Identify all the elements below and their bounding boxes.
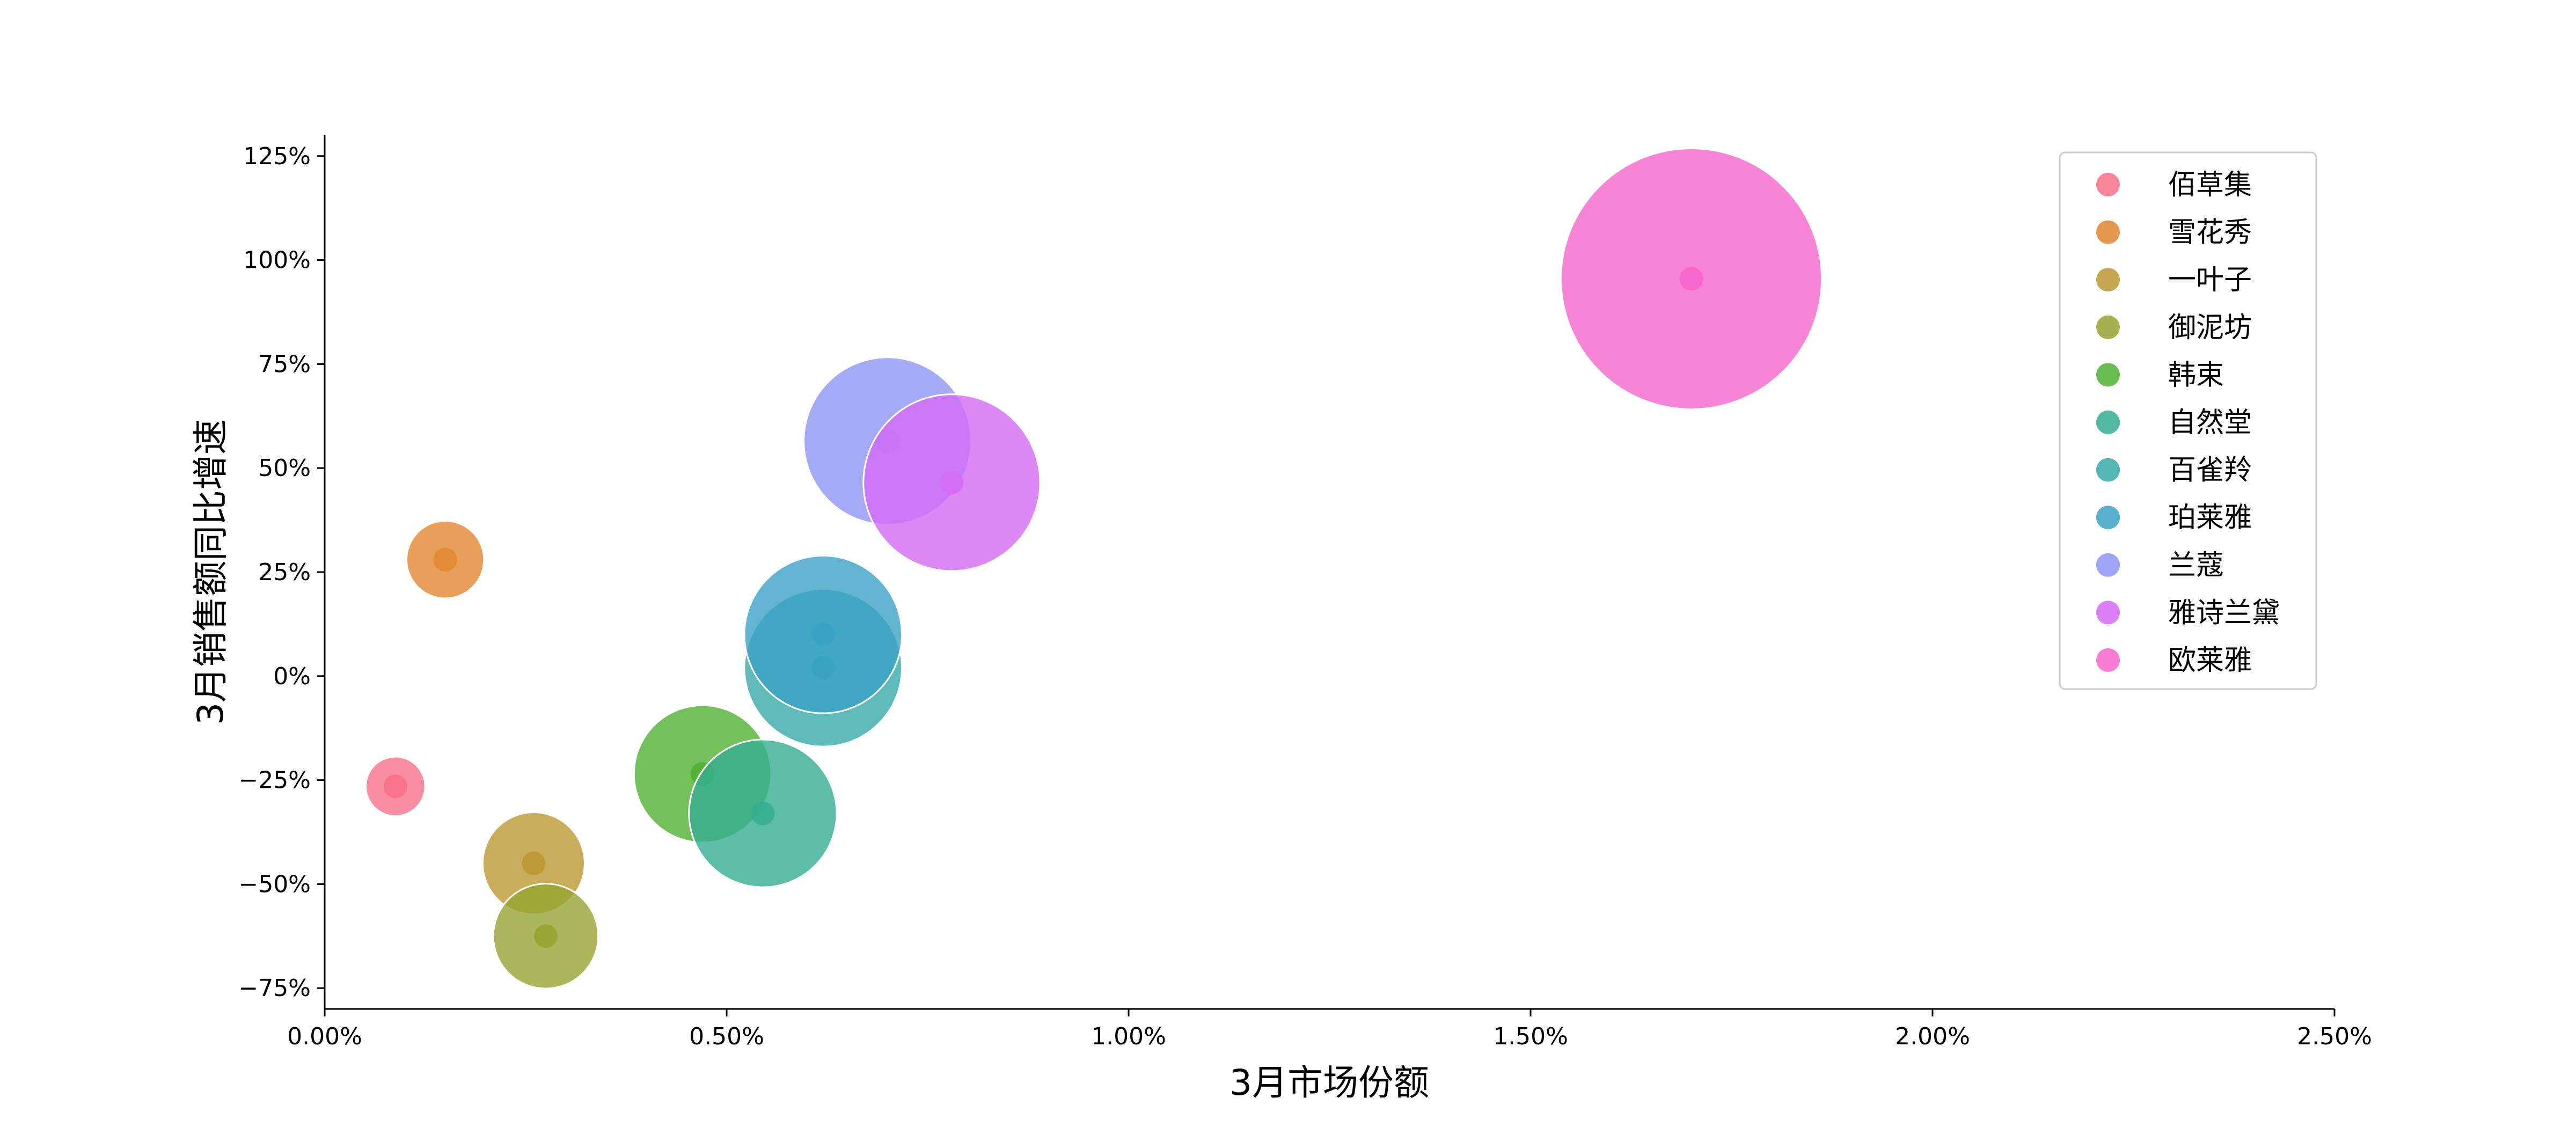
bubble-center-point (811, 623, 835, 647)
legend-marker (2096, 220, 2120, 244)
legend-marker (2096, 553, 2120, 577)
y-ticks: −75% −50% −25% 0% 25% 50% 75% 100% 125% (238, 143, 325, 1002)
bubble-center-point (433, 547, 457, 572)
legend-marker (2096, 315, 2120, 339)
legend-marker (2096, 363, 2120, 387)
y-tick-label: 125% (243, 143, 311, 170)
y-tick-label: 0% (273, 663, 311, 690)
legend-marker (2096, 601, 2120, 625)
legend-label: 雪花秀 (2168, 217, 2252, 249)
legend-marker (2096, 506, 2120, 530)
legend-label: 韩束 (2168, 359, 2224, 391)
y-tick-label: 25% (258, 559, 311, 586)
bubble-center-point (940, 471, 964, 495)
x-tick-label: 2.00% (1895, 1023, 1970, 1050)
x-tick-label: 0.50% (689, 1023, 764, 1050)
legend-marker (2096, 411, 2120, 434)
legend-label: 一叶子 (2168, 264, 2252, 296)
bubbles-layer (365, 147, 1823, 990)
legend-label: 自然堂 (2168, 407, 2252, 439)
x-axis-title: 3月市场份额 (1230, 1062, 1429, 1103)
y-axis-title: 3月销售额同比增速 (190, 419, 231, 725)
bubble-center-point (751, 801, 775, 825)
bubble-center-point (533, 924, 558, 948)
legend-label: 百雀羚 (2168, 455, 2252, 487)
legend-label: 兰蔻 (2168, 550, 2224, 582)
x-tick-label: 2.50% (2297, 1023, 2372, 1050)
legend-label: 御泥坊 (2168, 312, 2252, 344)
x-tick-label: 1.00% (1091, 1023, 1166, 1050)
legend-marker (2096, 268, 2120, 292)
x-tick-label: 0.00% (287, 1023, 362, 1050)
y-tick-label: 50% (258, 455, 311, 482)
y-tick-label: −25% (238, 767, 311, 794)
legend-label: 雅诗兰黛 (2168, 597, 2280, 629)
axes: 0.00% 0.50% 1.00% 1.50% 2.00% 2.50% −75%−50%−… (238, 135, 2372, 1050)
legend-label: 欧莱雅 (2168, 645, 2252, 677)
y-tick-label: 100% (243, 247, 311, 274)
bubble-center-point (1679, 267, 1703, 291)
y-tick-label: 75% (258, 350, 311, 378)
legend-marker (2096, 458, 2120, 482)
legend-frame (2059, 151, 2317, 690)
legend-marker (2096, 173, 2120, 196)
legend-label: 珀莱雅 (2168, 502, 2252, 534)
legend-marker (2096, 648, 2120, 672)
y-tick-label: −50% (238, 870, 311, 898)
y-tick-label: −75% (238, 975, 311, 1002)
x-tick-label: 1.50% (1493, 1023, 1568, 1050)
x-ticks: 0.00% 0.50% 1.00% 1.50% 2.00% 2.50% (287, 1009, 2372, 1050)
bubble-center-point (383, 774, 407, 799)
bubble-center-point (522, 851, 546, 875)
legend-label: 佰草集 (2168, 169, 2252, 201)
